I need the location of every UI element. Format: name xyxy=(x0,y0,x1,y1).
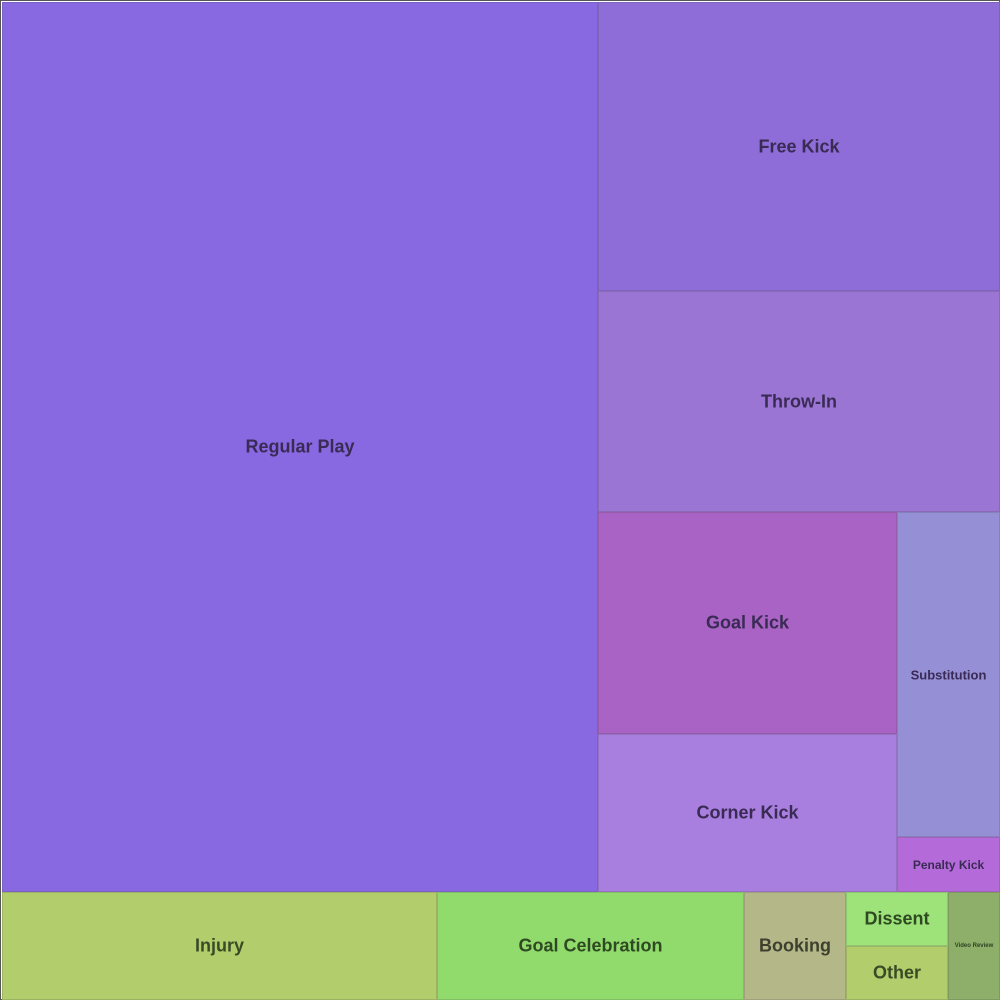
tile-goal-celebration: Goal Celebration xyxy=(437,892,744,1000)
tile-dissent: Dissent xyxy=(846,892,948,946)
tile-free-kick: Free Kick xyxy=(598,2,1000,291)
tile-label-other: Other xyxy=(872,962,922,983)
tile-label-goal-kick: Goal Kick xyxy=(705,612,790,633)
tile-label-goal-celebration: Goal Celebration xyxy=(518,935,663,956)
tile-label-substitution: Substitution xyxy=(910,667,987,682)
tile-video-review: Video Review xyxy=(948,892,1000,1000)
tile-label-dissent: Dissent xyxy=(864,908,930,929)
tile-label-booking: Booking xyxy=(759,935,831,956)
tile-other: Other xyxy=(846,946,948,1000)
tile-substitution: Substitution xyxy=(897,512,1000,837)
tile-goal-kick: Goal Kick xyxy=(598,512,897,734)
tile-label-regular-play: Regular Play xyxy=(245,436,355,457)
tile-regular-play: Regular Play xyxy=(2,2,598,892)
tile-label-video-review: Video Review xyxy=(954,943,994,949)
tile-label-injury: Injury xyxy=(194,935,245,956)
tile-throw-in: Throw-In xyxy=(598,291,1000,512)
tile-penalty-kick: Penalty Kick xyxy=(897,837,1000,892)
tile-label-penalty-kick: Penalty Kick xyxy=(912,857,985,872)
tile-label-throw-in: Throw-In xyxy=(761,391,837,411)
tile-booking: Booking xyxy=(744,892,846,1000)
tile-corner-kick: Corner Kick xyxy=(598,734,897,892)
tile-injury: Injury xyxy=(2,892,437,1000)
tile-label-corner-kick: Corner Kick xyxy=(696,802,799,823)
tile-label-free-kick: Free Kick xyxy=(758,136,840,156)
